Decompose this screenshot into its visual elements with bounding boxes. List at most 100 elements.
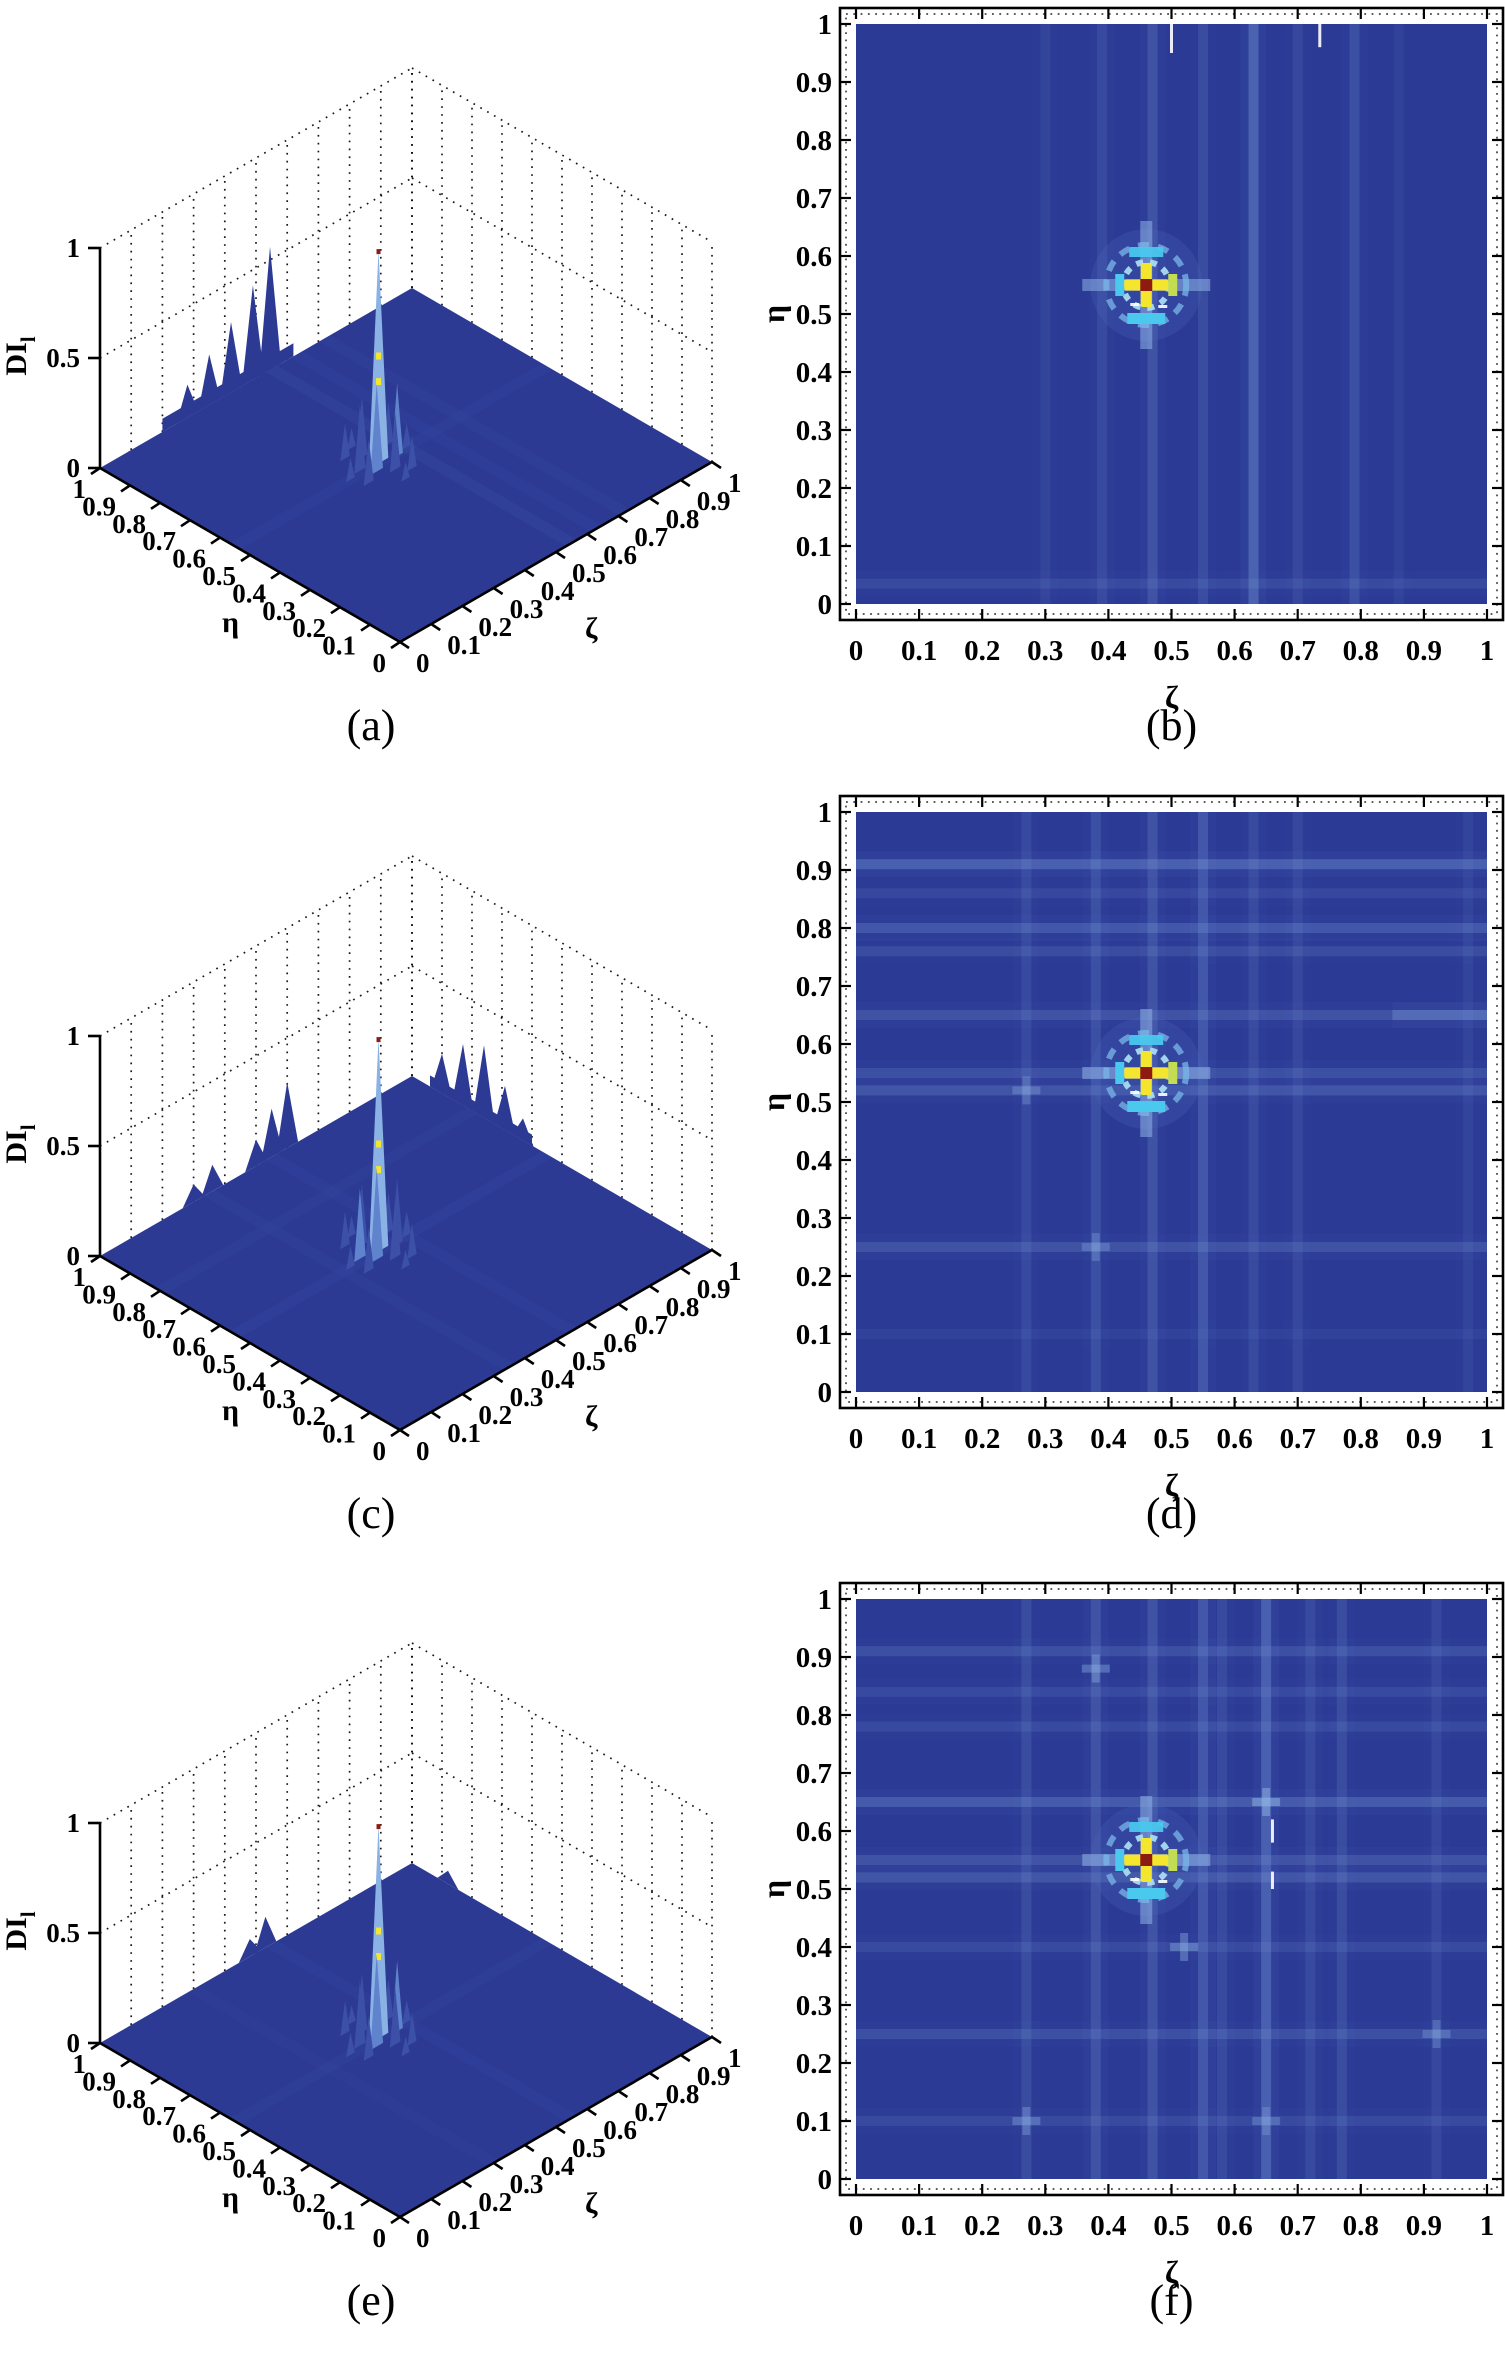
svg-text:0.6: 0.6 — [603, 540, 637, 570]
svg-text:0.8: 0.8 — [666, 1292, 700, 1322]
svg-text:0.5: 0.5 — [572, 2133, 606, 2163]
panel-b: 0 0 0.1 0.1 0.2 0.2 0.3 0.3 0.4 0.4 0.5 0.5 0.6 0.6 0.… — [760, 0, 1505, 788]
svg-text:0: 0 — [849, 1423, 864, 1455]
svg-text:0.8: 0.8 — [112, 509, 146, 539]
svg-text:0.3: 0.3 — [1027, 1423, 1063, 1455]
svg-text:0.8: 0.8 — [1343, 1423, 1379, 1455]
svg-text:0: 0 — [67, 1241, 81, 1271]
tick-labels: 00 0.1 0.1 0.2 0.2 0.3 0.3 0.4 0.4 0.5 0.5 0.6 0.6 0.… — [760, 797, 1494, 1503]
svg-text:0.6: 0.6 — [1216, 635, 1252, 667]
svg-text:0.2: 0.2 — [478, 612, 512, 642]
svg-text:0.6: 0.6 — [172, 1332, 206, 1362]
tick-labels: 00.510 00.1 0.10.2 0.20.3 0.30.4 0.40.5 0.50.6… — [0, 233, 742, 678]
caption-f: (f) — [1149, 2276, 1194, 2325]
ticks — [841, 9, 1502, 619]
svg-text:1: 1 — [728, 1256, 742, 1286]
svg-text:0.5: 0.5 — [796, 299, 832, 331]
svg-text:0.5: 0.5 — [572, 1346, 606, 1376]
svg-text:1: 1 — [73, 474, 87, 504]
svg-text:0.3: 0.3 — [510, 1382, 544, 1412]
svg-text:0: 0 — [416, 2223, 430, 2253]
svg-text:0.5: 0.5 — [46, 343, 80, 373]
svg-text:0.2: 0.2 — [964, 2210, 1000, 2242]
zeta-axis-label: ζ — [1165, 679, 1179, 715]
svg-text:0.7: 0.7 — [634, 522, 668, 552]
surface — [100, 1044, 712, 1430]
svg-text:0: 0 — [416, 648, 430, 678]
svg-text:0.5: 0.5 — [796, 1874, 832, 1906]
svg-text:0.3: 0.3 — [262, 2171, 296, 2201]
svg-text:0: 0 — [818, 2164, 833, 2196]
peak-spikes — [340, 1824, 417, 2061]
zeta-axis-label: ζ — [585, 612, 598, 645]
plot-frame — [838, 794, 1505, 1410]
svg-text:0.6: 0.6 — [172, 544, 206, 574]
svg-text:1: 1 — [1480, 1423, 1495, 1455]
eta-axis-label: η — [222, 2181, 239, 2214]
heat-field — [856, 24, 1487, 604]
svg-text:0: 0 — [373, 1436, 387, 1466]
svg-text:1: 1 — [73, 1262, 87, 1292]
svg-text:0.6: 0.6 — [603, 2115, 637, 2145]
svg-text:0.4: 0.4 — [541, 1364, 575, 1394]
svg-text:0.4: 0.4 — [1090, 1423, 1126, 1455]
svg-text:1: 1 — [1480, 2210, 1495, 2242]
svg-text:0.8: 0.8 — [112, 1297, 146, 1327]
eta-axis-label: η — [222, 606, 239, 639]
svg-text:0.8: 0.8 — [666, 2079, 700, 2109]
peak-spikes — [340, 249, 417, 486]
eta-axis-label: η — [760, 305, 791, 323]
svg-text:0: 0 — [849, 635, 864, 667]
tick-labels: 00.510 00.1 0.10.2 0.20.3 0.30.4 0.40.5 0.50.6… — [0, 1021, 742, 1466]
svg-text:0.1: 0.1 — [447, 630, 481, 660]
svg-text:0.5: 0.5 — [46, 1918, 80, 1948]
caption-e: (e) — [346, 2276, 396, 2325]
surface-plot-c: 00.510 00.1 0.10.2 0.20.3 0.30.4 0.40.5 0.50.6… — [0, 855, 742, 1466]
svg-text:0.7: 0.7 — [634, 1310, 668, 1340]
svg-text:0.8: 0.8 — [796, 1700, 832, 1732]
svg-text:0: 0 — [818, 1377, 833, 1409]
svg-text:0.6: 0.6 — [172, 2119, 206, 2149]
svg-text:0.2: 0.2 — [964, 1423, 1000, 1455]
svg-text:0.9: 0.9 — [796, 67, 832, 99]
axes — [88, 1821, 722, 2225]
svg-text:0: 0 — [67, 2028, 81, 2058]
svg-text:0.8: 0.8 — [1343, 2210, 1379, 2242]
svg-text:0.1: 0.1 — [447, 2205, 481, 2235]
svg-text:0.3: 0.3 — [1027, 635, 1063, 667]
svg-text:0.4: 0.4 — [796, 357, 832, 389]
svg-text:0.6: 0.6 — [1216, 1423, 1252, 1455]
svg-text:0.6: 0.6 — [796, 1029, 832, 1061]
svg-text:0.7: 0.7 — [796, 971, 832, 1003]
z-axis-label: DIl — [0, 336, 40, 375]
svg-text:0.6: 0.6 — [603, 1328, 637, 1358]
svg-text:0.8: 0.8 — [796, 913, 832, 945]
caption-b: (b) — [1145, 701, 1198, 750]
svg-text:0.5: 0.5 — [202, 1349, 236, 1379]
svg-text:0.5: 0.5 — [1153, 635, 1189, 667]
svg-text:0.5: 0.5 — [1153, 1423, 1189, 1455]
svg-text:0.3: 0.3 — [796, 1203, 832, 1235]
svg-text:0.5: 0.5 — [1153, 2210, 1189, 2242]
svg-text:0.2: 0.2 — [796, 1261, 832, 1293]
svg-text:0.9: 0.9 — [796, 1642, 832, 1674]
heat-streaks — [856, 1599, 1487, 2179]
surface — [100, 246, 712, 642]
svg-text:0.8: 0.8 — [112, 2084, 146, 2114]
heatmap-plot-b: 00 0.1 0.1 0.2 0.2 0.3 0.3 0.4 0.4 0.5 0.5 0.6 0.6 0.… — [760, 6, 1505, 715]
svg-text:0.9: 0.9 — [82, 1279, 116, 1309]
svg-text:0.3: 0.3 — [1027, 2210, 1063, 2242]
svg-text:0: 0 — [818, 589, 833, 621]
svg-text:0.5: 0.5 — [796, 1087, 832, 1119]
peak-psf — [1082, 221, 1211, 349]
heat-field — [856, 1599, 1487, 2179]
svg-text:0.7: 0.7 — [142, 526, 176, 556]
svg-text:0.4: 0.4 — [541, 576, 575, 606]
svg-text:1: 1 — [1480, 635, 1495, 667]
svg-text:0: 0 — [373, 2223, 387, 2253]
svg-text:0.7: 0.7 — [142, 2101, 176, 2131]
svg-text:0.8: 0.8 — [796, 125, 832, 157]
svg-text:0.9: 0.9 — [1406, 1423, 1442, 1455]
axes — [88, 246, 722, 650]
